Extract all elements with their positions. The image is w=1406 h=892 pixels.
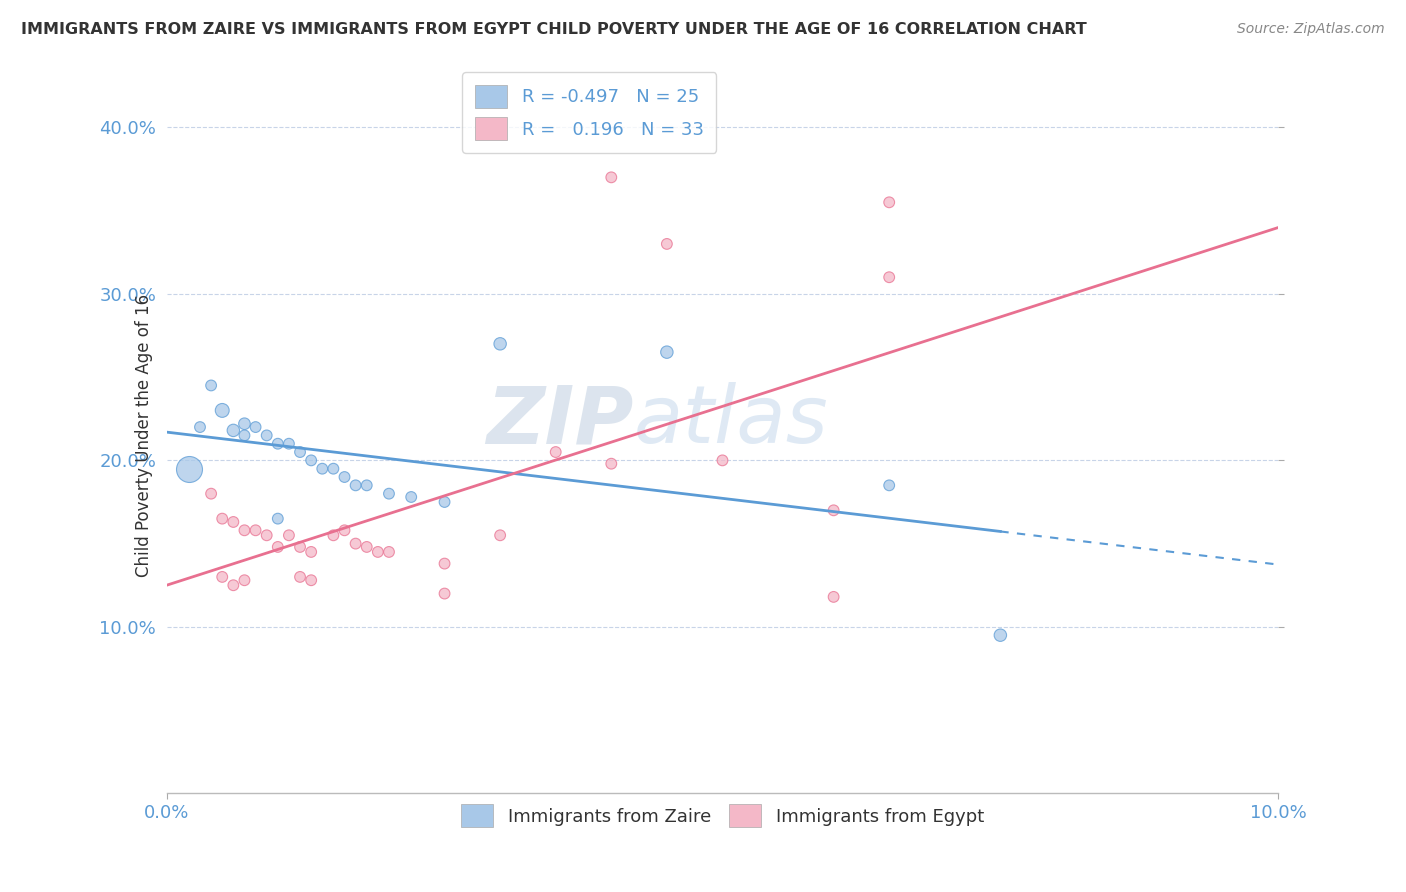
Point (489, 528, 512, 542)
Point (344, 478, 367, 492)
Point (277, 436, 299, 450)
Point (600, 457, 623, 471)
Text: ZIP: ZIP (486, 382, 634, 460)
Point (222, 578, 245, 592)
Point (367, 545, 389, 559)
Point (356, 540, 378, 554)
Text: IMMIGRANTS FROM ZAIRE VS IMMIGRANTS FROM EGYPT CHILD POVERTY UNDER THE AGE OF 16: IMMIGRANTS FROM ZAIRE VS IMMIGRANTS FROM… (21, 22, 1087, 37)
Point (267, 511, 290, 525)
Point (245, 420, 267, 434)
Point (256, 428, 278, 442)
Point (188, 420, 211, 434)
Point (299, 545, 322, 559)
Point (211, 570, 233, 584)
Point (877, 478, 900, 492)
Point (988, 628, 1011, 642)
Point (655, 236, 678, 251)
Point (288, 540, 311, 554)
Point (433, 495, 456, 509)
Point (877, 195, 900, 210)
Point (823, 590, 845, 604)
Point (256, 528, 278, 542)
Point (200, 486, 222, 500)
Point (200, 378, 222, 392)
Point (288, 445, 311, 459)
Point (322, 528, 344, 542)
Point (277, 528, 299, 542)
Point (322, 461, 344, 475)
Point (378, 545, 401, 559)
Point (356, 478, 378, 492)
Point (233, 428, 256, 442)
Point (211, 403, 233, 417)
Point (222, 515, 245, 529)
Point (333, 470, 356, 484)
Point (433, 586, 456, 600)
Point (489, 336, 512, 351)
Point (267, 540, 290, 554)
Point (245, 524, 267, 538)
Point (233, 524, 256, 538)
Point (433, 557, 456, 571)
Point (823, 503, 845, 517)
Point (267, 436, 290, 450)
Point (600, 170, 623, 185)
Text: Source: ZipAtlas.com: Source: ZipAtlas.com (1237, 22, 1385, 37)
Point (877, 270, 900, 285)
Point (378, 486, 401, 500)
Point (333, 524, 356, 538)
Point (288, 570, 311, 584)
Legend: Immigrants from Zaire, Immigrants from Egypt: Immigrants from Zaire, Immigrants from E… (454, 797, 991, 834)
Point (544, 445, 567, 459)
Point (222, 424, 245, 438)
Point (711, 453, 734, 467)
Point (233, 417, 256, 431)
Point (211, 511, 233, 525)
Y-axis label: Child Poverty Under the Age of 16: Child Poverty Under the Age of 16 (135, 293, 153, 577)
Text: atlas: atlas (634, 382, 828, 460)
Point (299, 573, 322, 587)
Point (655, 345, 678, 359)
Point (399, 490, 422, 504)
Point (344, 536, 367, 550)
Point (299, 453, 322, 467)
Point (311, 461, 333, 475)
Point (233, 573, 256, 587)
Point (177, 461, 200, 475)
